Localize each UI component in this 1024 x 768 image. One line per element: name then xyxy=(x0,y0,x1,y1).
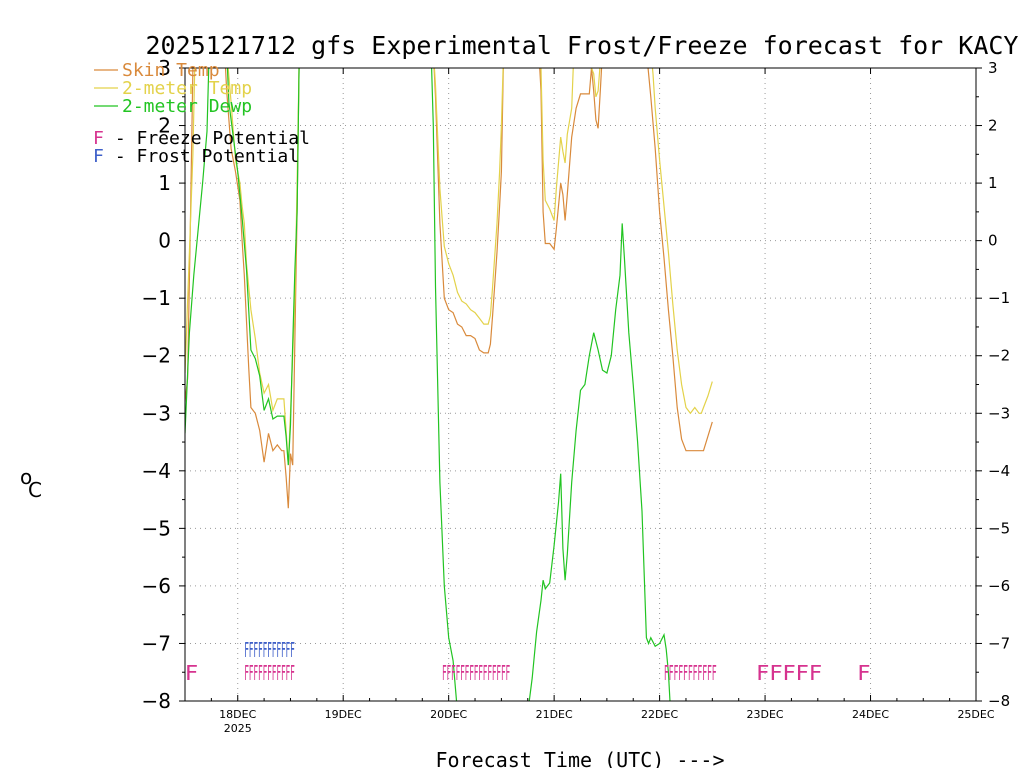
legend: Skin Temp 2-meter Temp 2-meter Dewp F - … xyxy=(93,60,310,167)
x-tick-label: 20DEC xyxy=(430,708,467,721)
y-tick-label-right: −4 xyxy=(988,462,1010,480)
series-lines xyxy=(185,68,713,701)
x-axis-title: Forecast Time (UTC) ---> xyxy=(436,748,725,768)
y-tick-label-right: 2 xyxy=(988,117,998,135)
chart-title: 2025121712 gfs Experimental Frost/Freeze… xyxy=(146,31,1019,60)
series-line-skin-temp xyxy=(185,68,713,509)
freeze-mark: FFFFF xyxy=(756,661,822,685)
freeze-mark: F xyxy=(857,661,870,685)
freeze-mark: F xyxy=(185,661,198,685)
freeze-mark: FFFFFFFFFFF xyxy=(664,661,717,685)
frost-mark: FFFFFFFFFFF xyxy=(244,638,295,662)
legend-frost-text: - Frost Potential xyxy=(104,146,299,167)
y-tick-label-left: −1 xyxy=(142,286,171,310)
x-tick-label: 25DEC xyxy=(957,708,994,721)
y-tick-label-left: 2 xyxy=(158,114,171,138)
y-tick-label-left: −6 xyxy=(142,574,171,598)
y-unit-degree: o xyxy=(20,465,32,489)
y-tick-label-right: −5 xyxy=(988,519,1010,537)
y-tick-label-right: 1 xyxy=(988,174,998,192)
legend-label-2m-temp: 2-meter Temp xyxy=(122,78,252,99)
legend-label-2m-dewp: 2-meter Dewp xyxy=(122,96,252,117)
y-tick-label-right: −2 xyxy=(988,347,1010,365)
y-tick-label-left: −7 xyxy=(142,631,171,655)
y-tick-label-left: −2 xyxy=(142,344,171,368)
x-tick-sublabel: 2025 xyxy=(224,722,252,735)
y-tick-label-left: −8 xyxy=(142,689,171,713)
plot-frame xyxy=(184,67,977,702)
x-tick-label: 22DEC xyxy=(641,708,678,721)
x-tick-label: 24DEC xyxy=(852,708,889,721)
axis-ticks: −8 −8 −7 −7 −6 −6 −5 −5 −4 −4 −3 −3 −2 −2 −1 −1 0 0 1 1 2 2 3 3… xyxy=(142,56,1011,735)
x-tick-label: 19DEC xyxy=(325,708,362,721)
y-tick-label-right: −8 xyxy=(988,692,1010,710)
y-tick-label-right: −7 xyxy=(988,634,1010,652)
y-tick-label-right: −6 xyxy=(988,577,1010,595)
y-tick-label-right: −3 xyxy=(988,404,1010,422)
legend-frost-letter: F xyxy=(93,146,104,167)
freeze-mark: FFFFFFFFFFF xyxy=(244,661,295,685)
legend-label-skin-temp: Skin Temp xyxy=(122,60,220,81)
y-tick-label-left: −3 xyxy=(142,401,171,425)
y-tick-label-left: 3 xyxy=(158,56,171,80)
legend-freeze-letter: F xyxy=(93,128,104,149)
frost-freeze-marks: FFFFFFFFFFFF FFFFFFFFFFF FFFFFFFFFFFFFFF FF… xyxy=(185,638,871,685)
freeze-mark: FFFFFFFFFFFFFFF xyxy=(442,661,510,685)
y-axis-unit: o C xyxy=(20,465,42,502)
series-line-2-meter-dewp xyxy=(185,68,671,701)
legend-freeze-text: - Freeze Potential xyxy=(104,128,310,149)
x-tick-label: 18DEC xyxy=(219,708,256,721)
x-tick-label: 21DEC xyxy=(536,708,573,721)
y-tick-label-left: 1 xyxy=(158,171,171,195)
y-unit-label: C xyxy=(28,478,42,502)
y-tick-label-right: 3 xyxy=(988,59,998,77)
y-tick-label-left: 0 xyxy=(158,229,171,253)
series-line-2-meter-temp xyxy=(185,68,713,466)
y-tick-label-right: −1 xyxy=(988,289,1010,307)
grid xyxy=(185,68,976,701)
y-tick-label-right: 0 xyxy=(988,232,998,250)
y-tick-label-left: −4 xyxy=(142,459,171,483)
x-tick-label: 23DEC xyxy=(747,708,784,721)
y-tick-label-left: −5 xyxy=(142,516,171,540)
